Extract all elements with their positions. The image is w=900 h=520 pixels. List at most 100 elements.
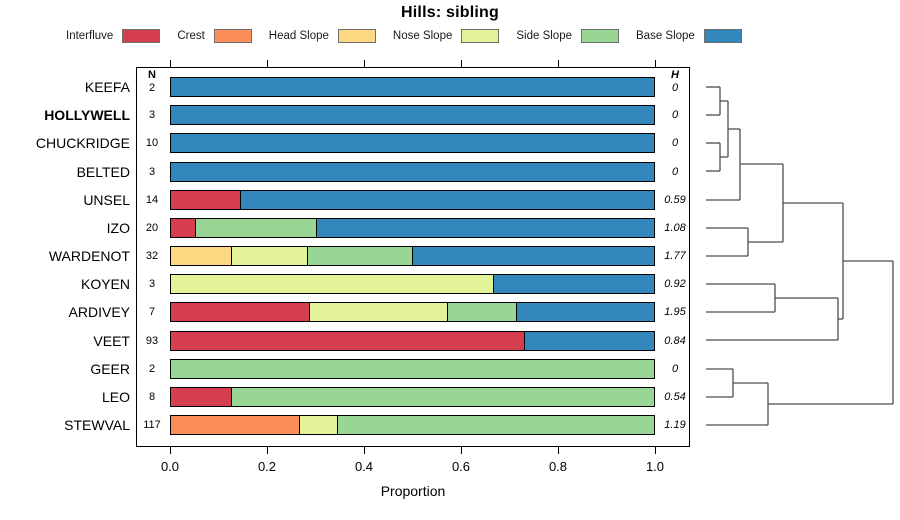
n-cell: 10: [145, 137, 159, 150]
legend-swatch: [581, 29, 619, 43]
legend-item: Nose Slope: [392, 29, 500, 43]
legend-swatch: [461, 29, 500, 43]
n-cell: 32: [145, 250, 159, 263]
legend-swatch: [122, 29, 161, 43]
h-cell: 1.19: [664, 419, 686, 432]
bar-segment-interfluve: [171, 218, 196, 237]
row-label: UNSEL: [83, 191, 130, 208]
legend-item-label: Crest: [177, 30, 205, 42]
bar-segment-base-slope: [171, 78, 654, 96]
plot-frame: [136, 67, 690, 447]
axis-tick-bottom: [266, 447, 268, 454]
n-cell: 3: [148, 165, 156, 178]
bar-segment-side-slope: [231, 387, 654, 406]
stacked-bar: [170, 189, 655, 210]
axis-tick-bottom: [363, 447, 365, 454]
stacked-bar: [170, 161, 655, 182]
h-cell: 0.54: [664, 390, 686, 403]
stacked-bar: [170, 246, 655, 267]
stacked-bar: [170, 105, 655, 126]
legend-item: Side Slope: [516, 29, 619, 43]
stacked-bar: [170, 302, 655, 323]
bar-segment-interfluve: [171, 387, 232, 406]
n-cell: 7: [148, 306, 156, 319]
h-cell: 0: [671, 362, 679, 375]
row-label: HOLLYWELL: [44, 107, 130, 124]
bar-segment-nose-slope: [309, 303, 448, 322]
stacked-bar: [170, 358, 655, 379]
bar-segment-nose-slope: [298, 416, 338, 435]
stacked-bar: [170, 386, 655, 407]
h-value: 0: [671, 81, 679, 94]
stacked-bar: [170, 274, 655, 295]
bar-segment-side-slope: [447, 303, 517, 322]
bar-segment-base-slope: [516, 303, 654, 322]
axis-tick-label: 0.8: [548, 459, 568, 474]
axis-tick-bottom: [654, 447, 656, 454]
row-label: VEET: [93, 332, 130, 349]
row-label: LEO: [101, 388, 130, 405]
axis-tick-top: [460, 60, 462, 67]
row-label: GEER: [90, 360, 130, 377]
legend-item: Crest: [177, 29, 252, 43]
n-cell: 3: [148, 278, 156, 291]
bar-segment-base-slope: [493, 275, 654, 294]
legend-item: Base Slope: [636, 29, 742, 43]
bar-segment-nose-slope: [171, 275, 494, 294]
n-cell: 93: [145, 334, 159, 347]
bar-segment-interfluve: [171, 303, 310, 322]
row-label: BELTED: [76, 163, 130, 180]
axis-tick-label: 0.4: [354, 459, 374, 474]
axis-tick-bottom: [460, 447, 462, 454]
axis-tick-label: 0.0: [160, 459, 180, 474]
stacked-bar: [170, 415, 655, 436]
bar-segment-base-slope: [171, 134, 654, 153]
axis-tick-bottom: [169, 447, 171, 454]
n-cell: 8: [148, 390, 156, 403]
row-label: IZO: [106, 219, 130, 236]
h-cell: 0.84: [664, 334, 686, 347]
n-value: 2: [148, 81, 156, 94]
bar-segment-side-slope: [337, 416, 654, 435]
n-cell: 2: [148, 362, 156, 375]
stacked-bar: [170, 133, 655, 154]
x-axis-title: Proportion: [380, 483, 446, 499]
row-label: CHUCKRIDGE: [35, 135, 130, 152]
axis-tick-top: [557, 60, 559, 67]
bar-segment-base-slope: [171, 106, 654, 125]
n-cell: 3: [148, 109, 156, 122]
axis-tick-top: [654, 60, 656, 67]
n-cell: 117: [143, 419, 161, 432]
bar-segment-base-slope: [412, 247, 654, 266]
bar-segment-nose-slope: [231, 247, 307, 266]
bar-segment-interfluve: [171, 190, 241, 209]
stacked-bar: [170, 77, 655, 97]
row-label: KOYEN: [80, 276, 130, 293]
bar-segment-head-slope: [171, 247, 232, 266]
row-label: KEEFA: [84, 79, 130, 95]
bar-segment-crest: [171, 416, 299, 435]
h-cell: 1.08: [664, 221, 686, 234]
stacked-bar: [170, 217, 655, 238]
h-cell: 0: [671, 109, 679, 122]
axis-tick-label: 1.0: [645, 459, 665, 474]
axis-tick-top: [169, 60, 171, 67]
h-cell: 0: [671, 137, 679, 150]
h-cell: 1.95: [664, 306, 686, 319]
bar-segment-side-slope: [306, 247, 413, 266]
stacked-bar: [170, 330, 655, 351]
n-column-header: N: [148, 69, 156, 81]
axis-tick-top: [363, 60, 365, 67]
bar-segment-side-slope: [171, 359, 654, 378]
legend-item-label: Head Slope: [268, 30, 329, 42]
h-column-header: H: [671, 69, 679, 81]
bar-segment-base-slope: [240, 190, 654, 209]
bar-segment-base-slope: [524, 331, 654, 350]
legend-item-label: Nose Slope: [392, 30, 453, 42]
legend-swatch: [337, 29, 376, 43]
row-label: STEWVAL: [64, 417, 130, 434]
legend-swatch: [703, 29, 742, 43]
legend-swatch: [213, 29, 252, 43]
n-cell: 14: [145, 193, 159, 206]
